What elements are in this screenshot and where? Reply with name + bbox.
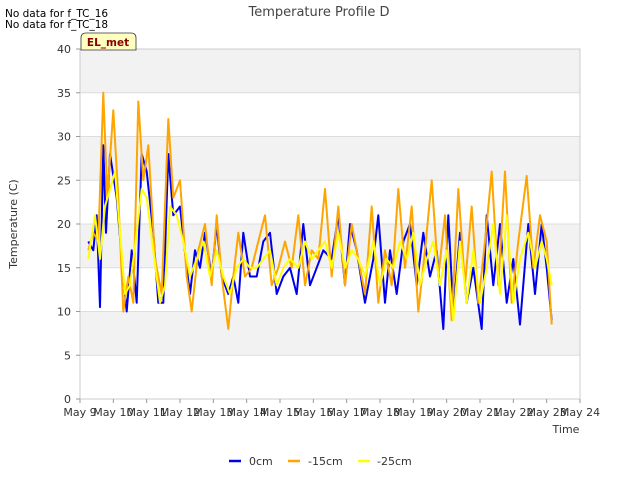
x-tick-label: May 20: [427, 406, 467, 419]
legend: 0cm -15cm -25cm: [229, 455, 412, 468]
x-tick-label: May 16: [293, 406, 333, 419]
x-tick-label: May 15: [260, 406, 300, 419]
y-axis-label: Temperature (C): [7, 179, 20, 269]
badge-label: EL_met: [87, 37, 129, 49]
no-data-message-2: No data for f_TC_18: [5, 19, 109, 31]
x-axis-label: Time: [552, 423, 580, 436]
series-line-neg25cm: [87, 170, 553, 322]
x-tick-label: May 22: [493, 406, 533, 419]
x-tick-label: May 12: [160, 406, 200, 419]
grid-band: [80, 136, 580, 181]
y-tick-label: 5: [64, 349, 71, 362]
y-tick-label: 15: [57, 262, 71, 275]
y-tick-label: 35: [57, 87, 71, 100]
grid-band: [80, 49, 580, 93]
x-tick-label: May 24: [560, 406, 600, 419]
x-tick-label: May 21: [460, 406, 500, 419]
badge-shape: [80, 32, 137, 51]
chart-title: Temperature Profile D: [247, 5, 389, 20]
x-tick-label: May 18: [360, 406, 400, 419]
x-tick-label: May 11: [127, 406, 167, 419]
legend-label-25cm: -25cm: [377, 455, 412, 468]
legend-label-15cm: -15cm: [308, 455, 343, 468]
x-tick-label: May 9: [63, 406, 96, 419]
y-tick-label: 10: [57, 306, 71, 319]
y-tick-label: 25: [57, 174, 71, 187]
grid-band: [80, 311, 580, 356]
no-data-message-1: No data for f_TC_16: [5, 8, 109, 20]
x-tick-label: May 23: [527, 406, 567, 419]
x-tick-label: May 17: [327, 406, 367, 419]
y-tick-label: 20: [57, 218, 71, 231]
series-line-neg15cm: [87, 91, 553, 330]
y-tick-label: 0: [64, 393, 71, 406]
y-tick-label: 30: [57, 131, 71, 144]
x-tick-label: May 10: [93, 406, 133, 419]
x-tick-label: May 13: [193, 406, 233, 419]
y-tick-label: 40: [57, 43, 71, 56]
x-tick-label: May 14: [227, 406, 267, 419]
x-tick-label: May 19: [393, 406, 433, 419]
station-badge: EL_met: [80, 32, 137, 51]
legend-label-0cm: 0cm: [249, 455, 273, 468]
